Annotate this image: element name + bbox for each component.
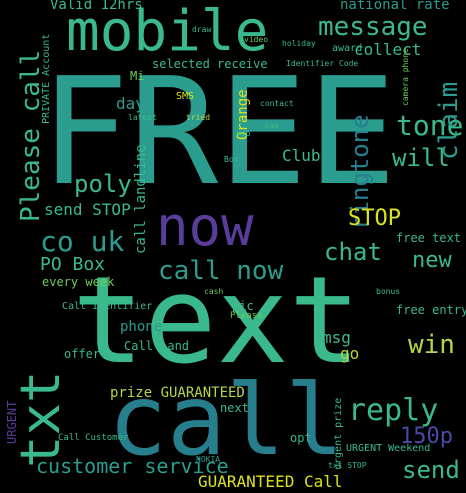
word-chat: chat <box>324 238 382 266</box>
word-video: video <box>244 35 269 44</box>
word-valid-12hrs: Valid 12hrs <box>50 0 143 13</box>
word-tried: tried <box>186 113 211 122</box>
word-send: send <box>402 456 460 484</box>
word-identifier-code: Identifier Code <box>286 59 359 68</box>
word-camera-phone: camera phone <box>401 48 410 106</box>
word-prize-guaranteed: prize GUARANTEED <box>110 385 245 401</box>
word-contact: contact <box>260 99 294 108</box>
word-box: Box <box>224 155 239 164</box>
word-claim: claim <box>434 81 464 160</box>
word-mobile: mobile <box>66 0 269 64</box>
word-urgent-prize: urgent prize <box>333 397 344 470</box>
word-call-customer: Call Customer <box>58 433 129 443</box>
word-stop: STOP <box>348 206 401 231</box>
word-next: next <box>220 401 249 415</box>
word-go: go <box>340 344 360 363</box>
word-poly: poly <box>74 170 132 198</box>
word-guaranteed-call: GUARANTEED Call <box>198 472 343 491</box>
word-please: Please <box>230 311 263 321</box>
word-150p: 150p <box>400 424 453 449</box>
word-call-land: Call land <box>124 339 190 353</box>
word-mi: Mi <box>130 69 145 83</box>
word-holiday: holiday <box>282 39 316 48</box>
word-msg: msg <box>322 328 351 347</box>
word-opt: opt <box>290 431 312 445</box>
word-will: will <box>392 144 450 172</box>
word-draw: draw <box>192 25 212 34</box>
word-free-entry: free entry <box>396 303 466 317</box>
word-now: now <box>156 195 254 258</box>
word-bonus: bonus <box>376 287 401 296</box>
word-customer-service: customer service <box>36 454 229 478</box>
word-urgent: URGENT <box>5 400 19 444</box>
word-call: call <box>108 364 345 478</box>
word-sae: sae <box>264 121 279 130</box>
word-sms: SMS <box>176 91 195 102</box>
word-urgent-weekend: URGENT Weekend <box>346 443 431 454</box>
word-txt-stop: txt STOP <box>328 461 367 470</box>
word-call-identifier: Call Identifier <box>62 301 153 312</box>
word-reply: reply <box>348 393 439 428</box>
word-send-stop: send STOP <box>44 200 131 219</box>
word-mob: mob <box>236 129 251 138</box>
word-message: message <box>318 12 428 42</box>
word-cash: cash <box>204 287 224 296</box>
word-day: day <box>116 94 145 113</box>
word-award: award <box>332 43 363 54</box>
word-call-now: call now <box>158 256 284 286</box>
word-phone: phone <box>120 319 163 335</box>
word-offer: offer <box>64 347 101 361</box>
word-new: new <box>412 248 452 273</box>
word-call-landline: call landline <box>133 144 149 254</box>
word-national-rate: national rate <box>340 0 450 13</box>
word-text: text <box>72 252 361 391</box>
word-collect: collect <box>354 40 422 59</box>
word-free-text: free text <box>396 231 462 245</box>
word-co-uk: co uk <box>40 225 125 258</box>
word-latest: latest <box>128 113 157 122</box>
word-club: Club <box>282 146 321 165</box>
word-tone: tone <box>396 109 464 142</box>
word-win: win <box>408 330 455 360</box>
word-pic: pic <box>232 299 254 313</box>
word-free: FREE <box>40 46 397 218</box>
word-private-account: PRIVATE Account <box>41 33 52 124</box>
word-selected-receive: selected receive <box>152 57 268 71</box>
word-nokia: NOKIA <box>196 455 221 464</box>
word-every-week: every week <box>42 275 115 289</box>
word-po-box: PO Box <box>40 254 106 275</box>
